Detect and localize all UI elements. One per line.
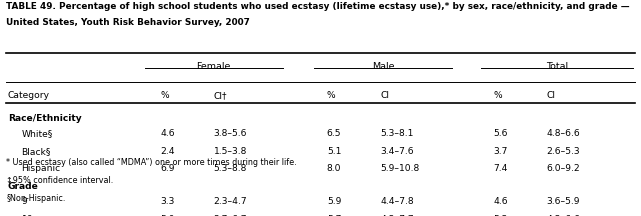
Text: %: % bbox=[160, 91, 169, 100]
Text: 6.9: 6.9 bbox=[160, 164, 175, 173]
Text: 10: 10 bbox=[22, 215, 33, 216]
Text: CI: CI bbox=[380, 91, 389, 100]
Text: 5.3: 5.3 bbox=[494, 215, 508, 216]
Text: 4.6: 4.6 bbox=[494, 197, 508, 206]
Text: Black§: Black§ bbox=[22, 147, 51, 156]
Text: 5.1: 5.1 bbox=[327, 147, 341, 156]
Text: 9: 9 bbox=[22, 197, 27, 206]
Text: 1.5–3.8: 1.5–3.8 bbox=[213, 147, 247, 156]
Text: United States, Youth Risk Behavior Survey, 2007: United States, Youth Risk Behavior Surve… bbox=[6, 18, 250, 27]
Text: §Non-Hispanic.: §Non-Hispanic. bbox=[6, 194, 66, 203]
Text: * Used ecstasy (also called “MDMA”) one or more times during their life.: * Used ecstasy (also called “MDMA”) one … bbox=[6, 158, 297, 167]
Text: 2.4: 2.4 bbox=[160, 147, 175, 156]
Text: 4.2–7.7: 4.2–7.7 bbox=[380, 215, 414, 216]
Text: Total: Total bbox=[546, 62, 568, 71]
Text: Male: Male bbox=[372, 62, 395, 71]
Text: ↕95% confidence interval.: ↕95% confidence interval. bbox=[6, 176, 113, 185]
Text: 4.8–6.6: 4.8–6.6 bbox=[547, 129, 580, 138]
Text: %: % bbox=[327, 91, 335, 100]
Text: 3.4–7.6: 3.4–7.6 bbox=[380, 147, 414, 156]
Text: 3.8–5.6: 3.8–5.6 bbox=[213, 129, 247, 138]
Text: Grade: Grade bbox=[8, 182, 38, 191]
Text: 4.6: 4.6 bbox=[160, 129, 175, 138]
Text: CI: CI bbox=[547, 91, 556, 100]
Text: 5.0: 5.0 bbox=[160, 215, 175, 216]
Text: Race/Ethnicity: Race/Ethnicity bbox=[8, 114, 81, 123]
Text: 6.0–9.2: 6.0–9.2 bbox=[547, 164, 580, 173]
Text: White§: White§ bbox=[22, 129, 53, 138]
Text: 5.7: 5.7 bbox=[327, 215, 341, 216]
Text: 4.3–6.6: 4.3–6.6 bbox=[547, 215, 580, 216]
Text: %: % bbox=[494, 91, 502, 100]
Text: Category: Category bbox=[8, 91, 49, 100]
Text: TABLE 49. Percentage of high school students who used ecstasy (lifetime ecstasy : TABLE 49. Percentage of high school stud… bbox=[6, 2, 630, 11]
Text: 6.5: 6.5 bbox=[327, 129, 341, 138]
Text: 2.3–4.7: 2.3–4.7 bbox=[213, 197, 247, 206]
Text: Hispanic: Hispanic bbox=[22, 164, 61, 173]
Text: 7.4: 7.4 bbox=[494, 164, 508, 173]
Text: 3.6–5.9: 3.6–5.9 bbox=[547, 197, 580, 206]
Text: 2.6–5.3: 2.6–5.3 bbox=[547, 147, 580, 156]
Text: 4.4–7.8: 4.4–7.8 bbox=[380, 197, 414, 206]
Text: 3.7–6.7: 3.7–6.7 bbox=[213, 215, 247, 216]
Text: 3.3: 3.3 bbox=[160, 197, 175, 206]
Text: 5.3–8.8: 5.3–8.8 bbox=[213, 164, 247, 173]
Text: 8.0: 8.0 bbox=[327, 164, 341, 173]
Text: 5.6: 5.6 bbox=[494, 129, 508, 138]
Text: 3.7: 3.7 bbox=[494, 147, 508, 156]
Text: 5.9: 5.9 bbox=[327, 197, 341, 206]
Text: 5.3–8.1: 5.3–8.1 bbox=[380, 129, 413, 138]
Text: CI†: CI† bbox=[213, 91, 227, 100]
Text: 5.9–10.8: 5.9–10.8 bbox=[380, 164, 419, 173]
Text: Female: Female bbox=[197, 62, 231, 71]
